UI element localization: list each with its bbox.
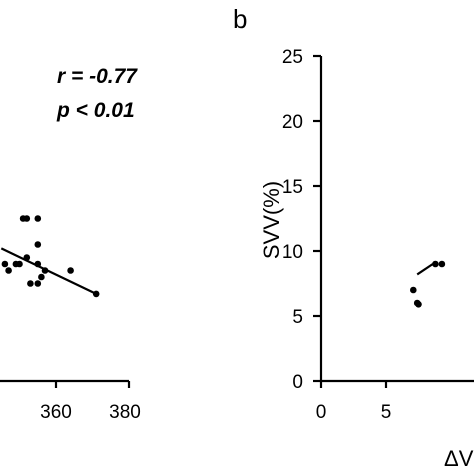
data-point-b-1 (410, 286, 417, 294)
chart-panel-a: 360 380 r = -0.77 p < 0.01 (0, 65, 141, 423)
x-tick-label-360: 360 (40, 402, 72, 423)
y-tick-label-10: 10 (282, 242, 303, 263)
data-point-a-4 (1, 260, 9, 268)
y-tick-label-0: 0 (292, 372, 303, 393)
data-point-a-11 (27, 280, 34, 287)
y-axis-title-b: SVV(%) (259, 181, 284, 259)
data-point-a-8 (23, 254, 31, 261)
data-point-a-12 (38, 273, 45, 281)
panel-label-b: b (233, 4, 247, 34)
data-point-b-4 (432, 260, 439, 268)
x-tick-label-0-b: 0 (316, 402, 327, 423)
data-point-a-3 (34, 215, 42, 222)
data-point-a-10 (34, 260, 42, 268)
y-tick-label-20: 20 (282, 112, 303, 133)
y-tick-label-15: 15 (282, 177, 303, 198)
data-point-a-5 (5, 267, 12, 274)
data-point-a-9 (34, 241, 42, 248)
data-point-a-16 (92, 290, 100, 298)
data-point-a-2 (23, 215, 31, 222)
x-tick-label-5-b: 5 (381, 402, 392, 423)
y-tick-label-5: 5 (292, 307, 303, 328)
p-value-annotation: p < 0.01 (56, 99, 135, 122)
correlation-annotation: r = -0.77 (57, 65, 138, 88)
x-axis-title-b: ΔV (444, 446, 474, 471)
data-point-b-3 (415, 301, 422, 308)
data-point-a-14 (34, 280, 42, 287)
data-point-a-7 (16, 260, 23, 268)
x-tick-label-380: 380 (109, 402, 141, 423)
data-point-a-15 (67, 267, 74, 274)
data-point-b-5 (438, 260, 446, 268)
regression-line-a (0, 247, 97, 295)
data-point-a-13 (41, 267, 49, 274)
data-points-a (1, 215, 100, 298)
y-tick-label-25: 25 (282, 47, 303, 68)
chart-panel-b: b 0 5 10 15 20 25 0 5 SVV(%) ΔV (233, 4, 474, 471)
y-ticks-b: 0 5 10 15 20 25 (282, 47, 321, 393)
data-points-b (410, 260, 446, 308)
regression-line-b (416, 263, 434, 276)
